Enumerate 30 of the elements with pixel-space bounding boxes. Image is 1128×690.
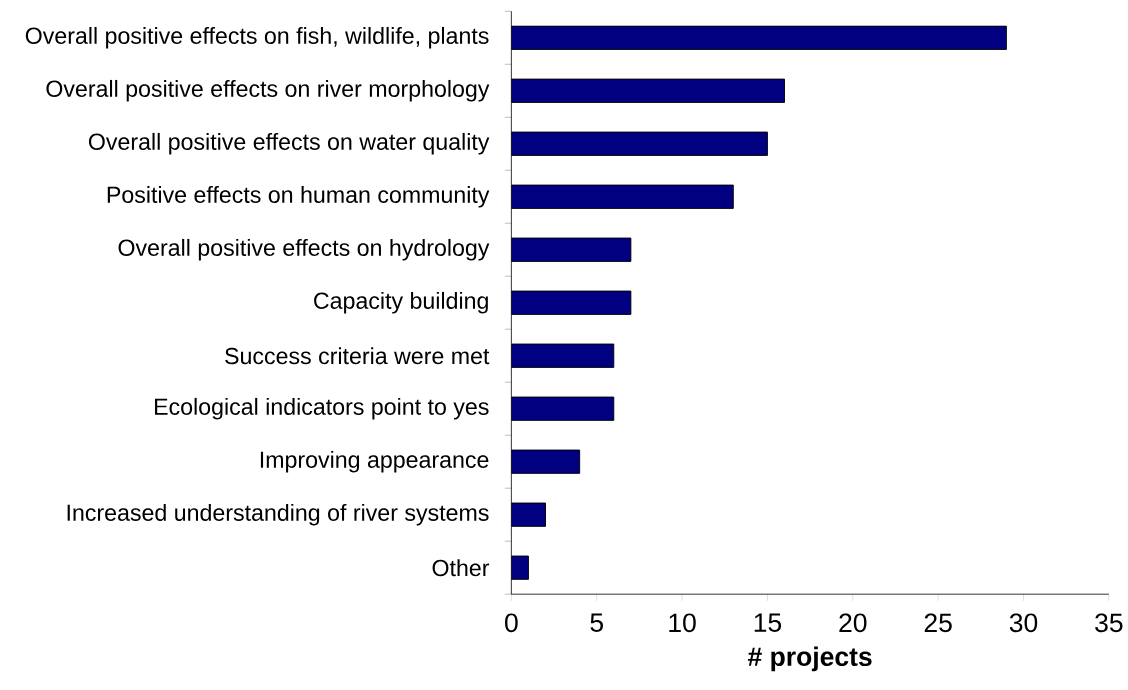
y-tick-label: Capacity building	[314, 292, 488, 314]
y-tick-label: Overall positive effects on fish, wildlife, plants	[25, 27, 489, 49]
bar	[511, 237, 632, 263]
y-tick-label: Overall positive effects on hydrology	[118, 239, 490, 261]
bar	[511, 343, 615, 369]
y-tick-label: Ecological indicators point to yes	[155, 398, 489, 420]
y-tick-label: Improving appearance	[260, 451, 489, 473]
y-tick-label: Success criteria were met	[225, 347, 490, 365]
bar	[511, 502, 546, 528]
x-tick-label: 25	[924, 613, 952, 633]
bar	[511, 449, 581, 475]
x-tick-label: 0	[505, 613, 518, 633]
x-tick-label: 30	[1009, 613, 1038, 633]
bar	[511, 184, 734, 210]
y-tick-label: Overall positive effects on river morphology	[46, 80, 490, 102]
x-tick-label: 5	[590, 613, 603, 633]
x-tick-label: 20	[839, 613, 867, 633]
x-axis-title: # projects	[747, 646, 872, 672]
bar	[511, 290, 632, 316]
bar	[511, 25, 1007, 51]
x-tick-label: 15	[754, 613, 782, 633]
x-tick-label: 35	[1095, 613, 1123, 633]
bar	[511, 78, 785, 104]
y-tick-label: Overall positive effects on water quality	[88, 133, 490, 155]
x-tick-label: 10	[669, 613, 696, 633]
y-tick-label: Increased understanding of river systems	[67, 504, 489, 526]
bar	[511, 396, 615, 422]
y-tick-label: Positive effects on human community	[107, 186, 490, 208]
y-tick-label: Other	[432, 559, 490, 577]
bar	[511, 131, 768, 157]
